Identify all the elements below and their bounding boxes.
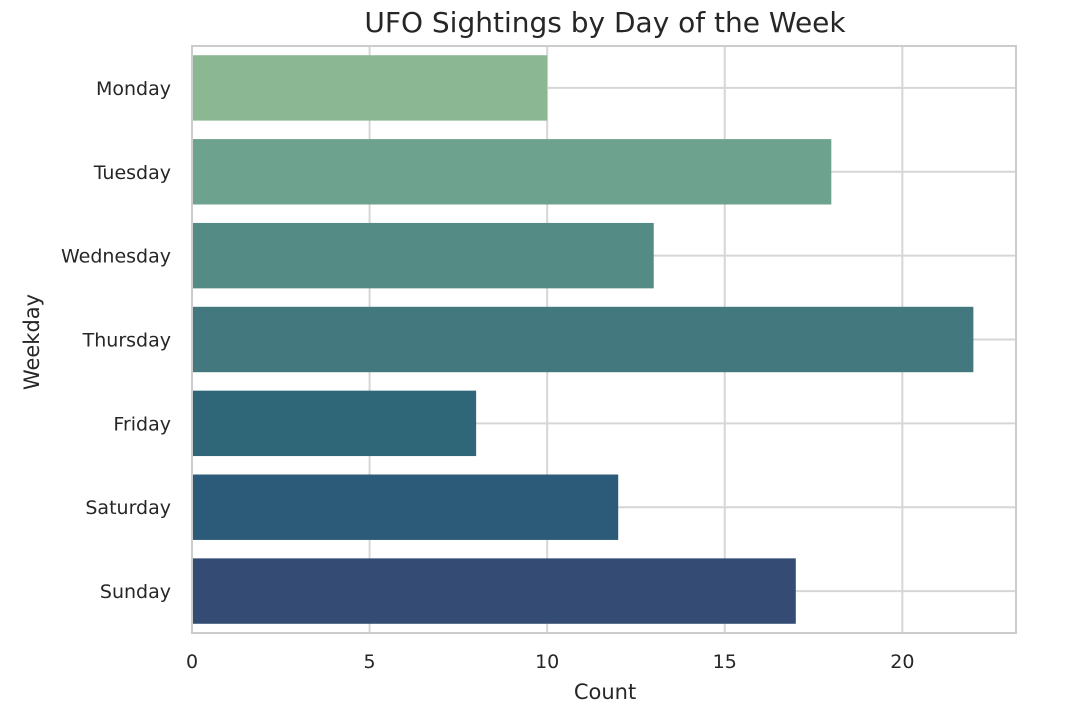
x-tick-label: 10: [535, 651, 559, 673]
y-tick-label-tuesday: Tuesday: [93, 162, 171, 184]
bar-thursday: [192, 306, 974, 373]
bar-monday: [192, 55, 548, 121]
y-axis-label: Weekday: [20, 294, 44, 390]
x-tick-label: 5: [364, 651, 376, 673]
y-tick-label-friday: Friday: [113, 413, 171, 435]
x-tick-labels: 0 5 10 15 20: [186, 651, 914, 673]
chart-title: UFO Sightings by Day of the Week: [364, 6, 846, 39]
y-tick-label-wednesday: Wednesday: [61, 246, 171, 268]
x-axis-label: Count: [574, 680, 636, 704]
bar-friday: [192, 390, 477, 457]
x-tick-label: 0: [186, 651, 198, 673]
bar-saturday: [192, 474, 619, 540]
bar-tuesday: [192, 139, 832, 205]
y-tick-label-saturday: Saturday: [85, 497, 171, 519]
bar-sunday: [192, 558, 796, 624]
plot-frame: [191, 45, 1017, 634]
x-tick-label: 15: [713, 651, 737, 673]
y-tick-label-monday: Monday: [96, 78, 171, 100]
x-tick-label: 20: [890, 651, 914, 673]
bars: [192, 55, 974, 624]
y-tick-label-sunday: Sunday: [100, 581, 171, 603]
y-tick-labels: Monday Tuesday Wednesday Thursday Friday Satu…: [61, 78, 171, 603]
bar-wednesday: [192, 222, 654, 289]
y-tick-label-thursday: Thursday: [82, 330, 171, 352]
